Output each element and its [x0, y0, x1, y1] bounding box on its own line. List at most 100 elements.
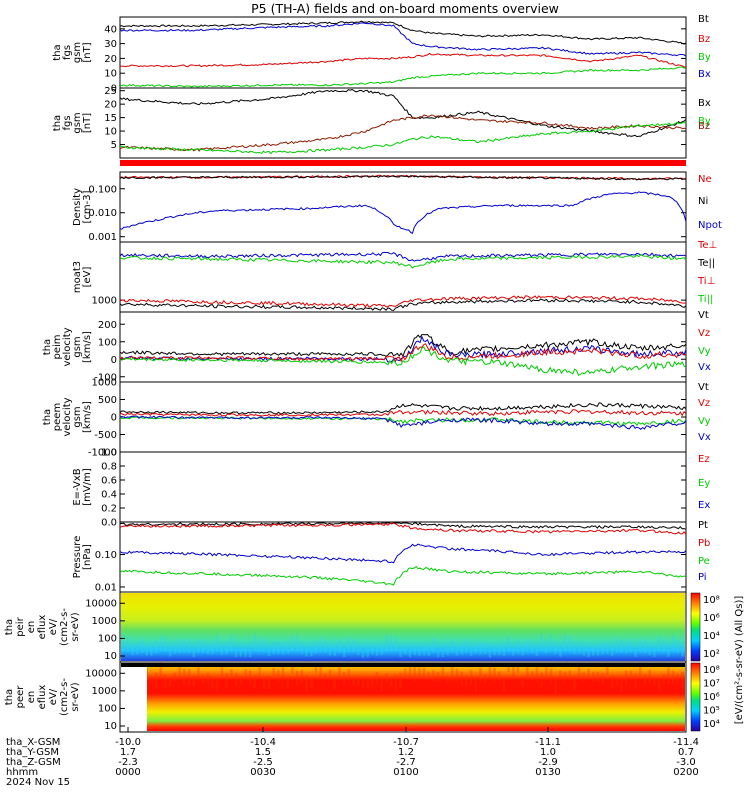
- spectrogram-stripe: [596, 646, 600, 656]
- ylabel-line: moat3: [72, 261, 83, 293]
- spectrogram-stripe: [145, 645, 148, 656]
- spectrogram-stripe: [150, 675, 153, 685]
- ylabel-line: eV/: [48, 618, 59, 635]
- ytick-label: 10: [104, 69, 117, 80]
- spectrogram-stripe: [164, 636, 167, 652]
- ytick-label: 20: [104, 54, 117, 65]
- spectrogram-stripe: [225, 673, 228, 689]
- spectrogram-stripe: [596, 671, 600, 682]
- spectrogram-stripe: [216, 679, 219, 691]
- spectrogram-stripe: [516, 665, 520, 674]
- spectrogram-stripe: [216, 634, 219, 651]
- xaxis-value: -11.4: [673, 737, 699, 748]
- spectrogram-stripe: [220, 645, 224, 656]
- spectrogram-stripe: [681, 647, 684, 657]
- spectrogram-stripe: [258, 636, 261, 652]
- xaxis-value: 0.7: [678, 747, 694, 758]
- spectrogram-stripe: [366, 678, 369, 689]
- spectrogram-stripe: [314, 665, 318, 673]
- spectrogram-stripe: [187, 669, 191, 685]
- spectrogram-stripe: [483, 674, 487, 684]
- spectrogram-stripe: [681, 671, 684, 689]
- ytick-label: 0.100: [88, 184, 117, 195]
- spectrogram-stripe: [502, 647, 506, 657]
- spectrogram-stripe: [263, 637, 266, 653]
- legend-entry: By: [698, 116, 711, 127]
- panel-7: 0.0 0.2 0.4 0.6 0.8 1.0 E=-VxB [mV/m] Ez Ey Ex: [72, 448, 710, 529]
- ytick-label: 10: [104, 721, 117, 732]
- series-line: [119, 114, 687, 152]
- ylabel-line: (cm2-s-: [59, 678, 70, 716]
- spectrogram-stripe: [286, 640, 289, 654]
- spectrogram-stripe: [620, 679, 623, 692]
- series-line: [119, 415, 687, 430]
- spectrogram-stripe: [512, 666, 515, 677]
- spectrogram-stripe: [474, 641, 477, 654]
- legend-entry: Ex: [698, 500, 710, 511]
- ytick-label: 0.001: [88, 232, 117, 243]
- legend-entry: Vz: [698, 328, 710, 339]
- spectrogram-stripe: [648, 645, 651, 656]
- ylabel-line: eV/: [48, 688, 59, 705]
- legend-entry: Vx: [698, 432, 711, 443]
- spectrogram-stripe: [535, 667, 539, 683]
- series-line: [119, 565, 687, 586]
- spectrogram-stripe: [559, 670, 562, 680]
- ylabel-line: gsm: [72, 406, 83, 427]
- colorbar-tick: 10⁵: [703, 706, 720, 717]
- ytick-label: 0.8: [101, 462, 117, 473]
- spectrogram-stripe: [201, 639, 205, 654]
- xaxis-row-label: tha_Z-GSM: [6, 757, 61, 768]
- colorbar-tick: 10⁶: [703, 613, 720, 624]
- xaxis-value: 0000: [115, 767, 140, 778]
- legend-entry: Npot: [698, 220, 722, 231]
- panel-10: 10 100 1000 10000 tha peer en eflux eV/(cm2-s-sr…: [4, 661, 720, 733]
- spectrogram-stripe: [545, 665, 548, 678]
- spectrogram-stripe: [140, 639, 144, 654]
- spectrogram-stripe: [136, 643, 139, 655]
- spectrogram-stripe: [507, 636, 510, 652]
- spectrogram-stripe: [549, 634, 553, 651]
- spectrogram-stripe: [455, 668, 459, 683]
- spectrogram-stripe: [211, 677, 214, 689]
- xaxis-value: 0030: [250, 767, 275, 778]
- series-line: [119, 522, 687, 530]
- spectrogram-stripe: [671, 635, 675, 652]
- legend-entry: Ni: [698, 196, 708, 207]
- legend-entry: Ti||: [697, 294, 713, 305]
- series-line: [119, 335, 687, 363]
- legend-entry: Bz: [698, 34, 710, 45]
- spectrogram-stripe: [639, 638, 642, 653]
- series-line: [119, 191, 687, 235]
- ylabel-line: [nPa]: [82, 544, 93, 570]
- ytick-label: 25: [104, 86, 117, 97]
- colorbar-tick: 10⁷: [703, 679, 720, 690]
- spectrogram-stripe: [451, 638, 454, 653]
- spectrogram-stripe: [281, 643, 285, 655]
- spectrogram-stripe: [211, 643, 214, 655]
- spectrogram-stripe: [657, 678, 661, 690]
- ytick-label: 10000: [85, 668, 117, 679]
- xaxis-value: -10.4: [250, 737, 276, 748]
- colorbar-tick: 10⁸: [703, 665, 720, 676]
- series-line: [119, 52, 687, 68]
- spectrogram-stripe: [469, 646, 473, 656]
- xaxis-value: -10.7: [393, 737, 419, 748]
- spectrogram-stripe: [615, 636, 618, 652]
- legend-entry: Pi: [698, 572, 707, 583]
- spectrogram-stripe: [516, 640, 520, 654]
- spectrogram-stripe: [371, 642, 374, 655]
- series-line: [119, 522, 687, 535]
- spectrogram-stripe: [441, 650, 445, 658]
- spectrogram-stripe: [248, 649, 252, 658]
- spectrogram-stripe: [178, 639, 181, 654]
- ytick-label: 0: [111, 355, 117, 366]
- spectrogram-stripe: [559, 648, 562, 657]
- ytick-label: 40: [104, 24, 117, 35]
- legend-entry: Ti⊥: [697, 276, 715, 287]
- spectrogram-stripe: [474, 677, 477, 693]
- ytick-label: 0: [111, 413, 117, 424]
- xaxis-value: -10.0: [115, 737, 141, 748]
- spectrogram-stripe: [408, 664, 412, 678]
